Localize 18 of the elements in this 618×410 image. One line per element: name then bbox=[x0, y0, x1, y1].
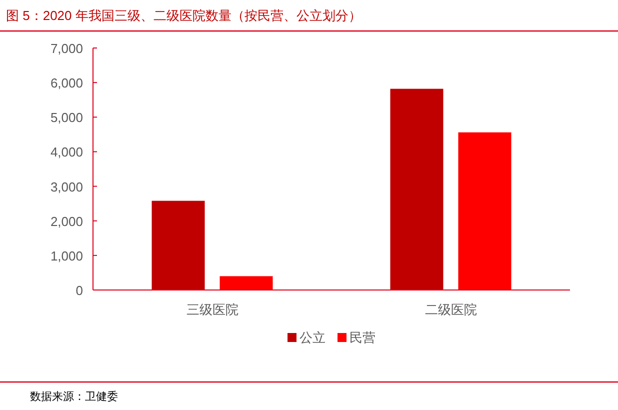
y-tick-label: 0 bbox=[76, 283, 83, 298]
y-tick-label: 6,000 bbox=[50, 76, 83, 91]
x-tick-label: 二级医院 bbox=[424, 302, 477, 317]
bar bbox=[152, 200, 205, 290]
bar bbox=[458, 132, 512, 290]
chart-title: 图 5：2020 年我国三级、二级医院数量（按民营、公立划分） bbox=[6, 8, 362, 23]
legend-label: 民营 bbox=[350, 330, 376, 345]
y-tick-label: 2,000 bbox=[50, 214, 83, 229]
y-tick-label: 7,000 bbox=[50, 41, 83, 56]
bar bbox=[220, 276, 273, 290]
source-note: 数据来源：卫健委 bbox=[30, 390, 118, 403]
y-tick-label: 3,000 bbox=[50, 179, 83, 194]
bar bbox=[390, 88, 444, 290]
x-tick-label: 三级医院 bbox=[186, 302, 238, 317]
legend-label: 公立 bbox=[300, 330, 326, 345]
y-tick-label: 5,000 bbox=[50, 110, 83, 126]
y-tick-label: 1,000 bbox=[50, 248, 83, 264]
y-tick-label: 4,000 bbox=[50, 144, 83, 160]
